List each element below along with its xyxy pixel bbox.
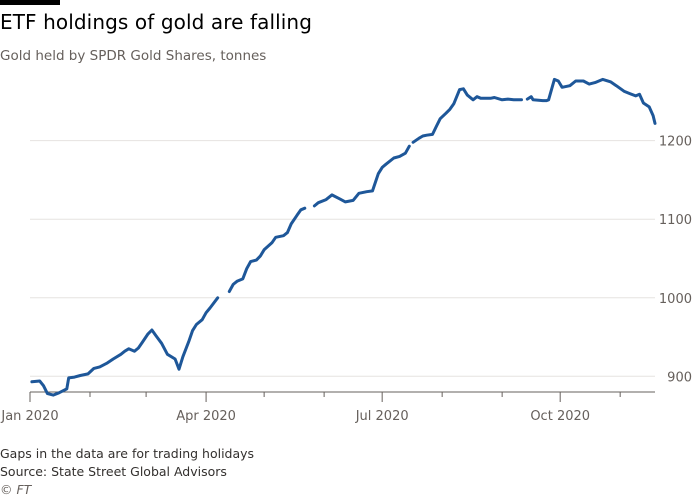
source-note: Source: State Street Global Advisors: [0, 464, 227, 479]
gridlines: [30, 140, 655, 377]
x-tick-label: Jul 2020: [355, 409, 409, 424]
ft-credit: © FT: [0, 482, 32, 497]
x-tick-label: Apr 2020: [176, 409, 236, 424]
x-tick-label: Oct 2020: [530, 409, 590, 424]
chart-subtitle: Gold held by SPDR Gold Shares, tonnes: [0, 48, 267, 64]
series-lines: [30, 77, 657, 397]
x-axis: Jan 2020 Apr 2020 Jul 2020 Oct 2020: [0, 391, 655, 424]
series-line-segment-5: [525, 77, 657, 125]
y-tick-label: 1000: [659, 292, 692, 307]
series-line-segment-2: [227, 206, 307, 293]
y-tick-label: 900: [667, 370, 692, 385]
y-tick-label: 1100: [659, 213, 692, 228]
chart-title: ETF holdings of gold are falling: [0, 10, 312, 34]
y-tick-label: 1200: [659, 135, 692, 150]
footnote: Gaps in the data are for trading holiday…: [0, 446, 255, 461]
series-line-segment-4: [411, 87, 523, 144]
brand-bar: [0, 0, 60, 5]
x-tick-label: Jan 2020: [0, 409, 58, 424]
series-line-segment-3: [312, 144, 411, 208]
y-axis: 900 1000 1100 1200: [659, 135, 692, 386]
series-line-segment-1: [30, 296, 220, 397]
